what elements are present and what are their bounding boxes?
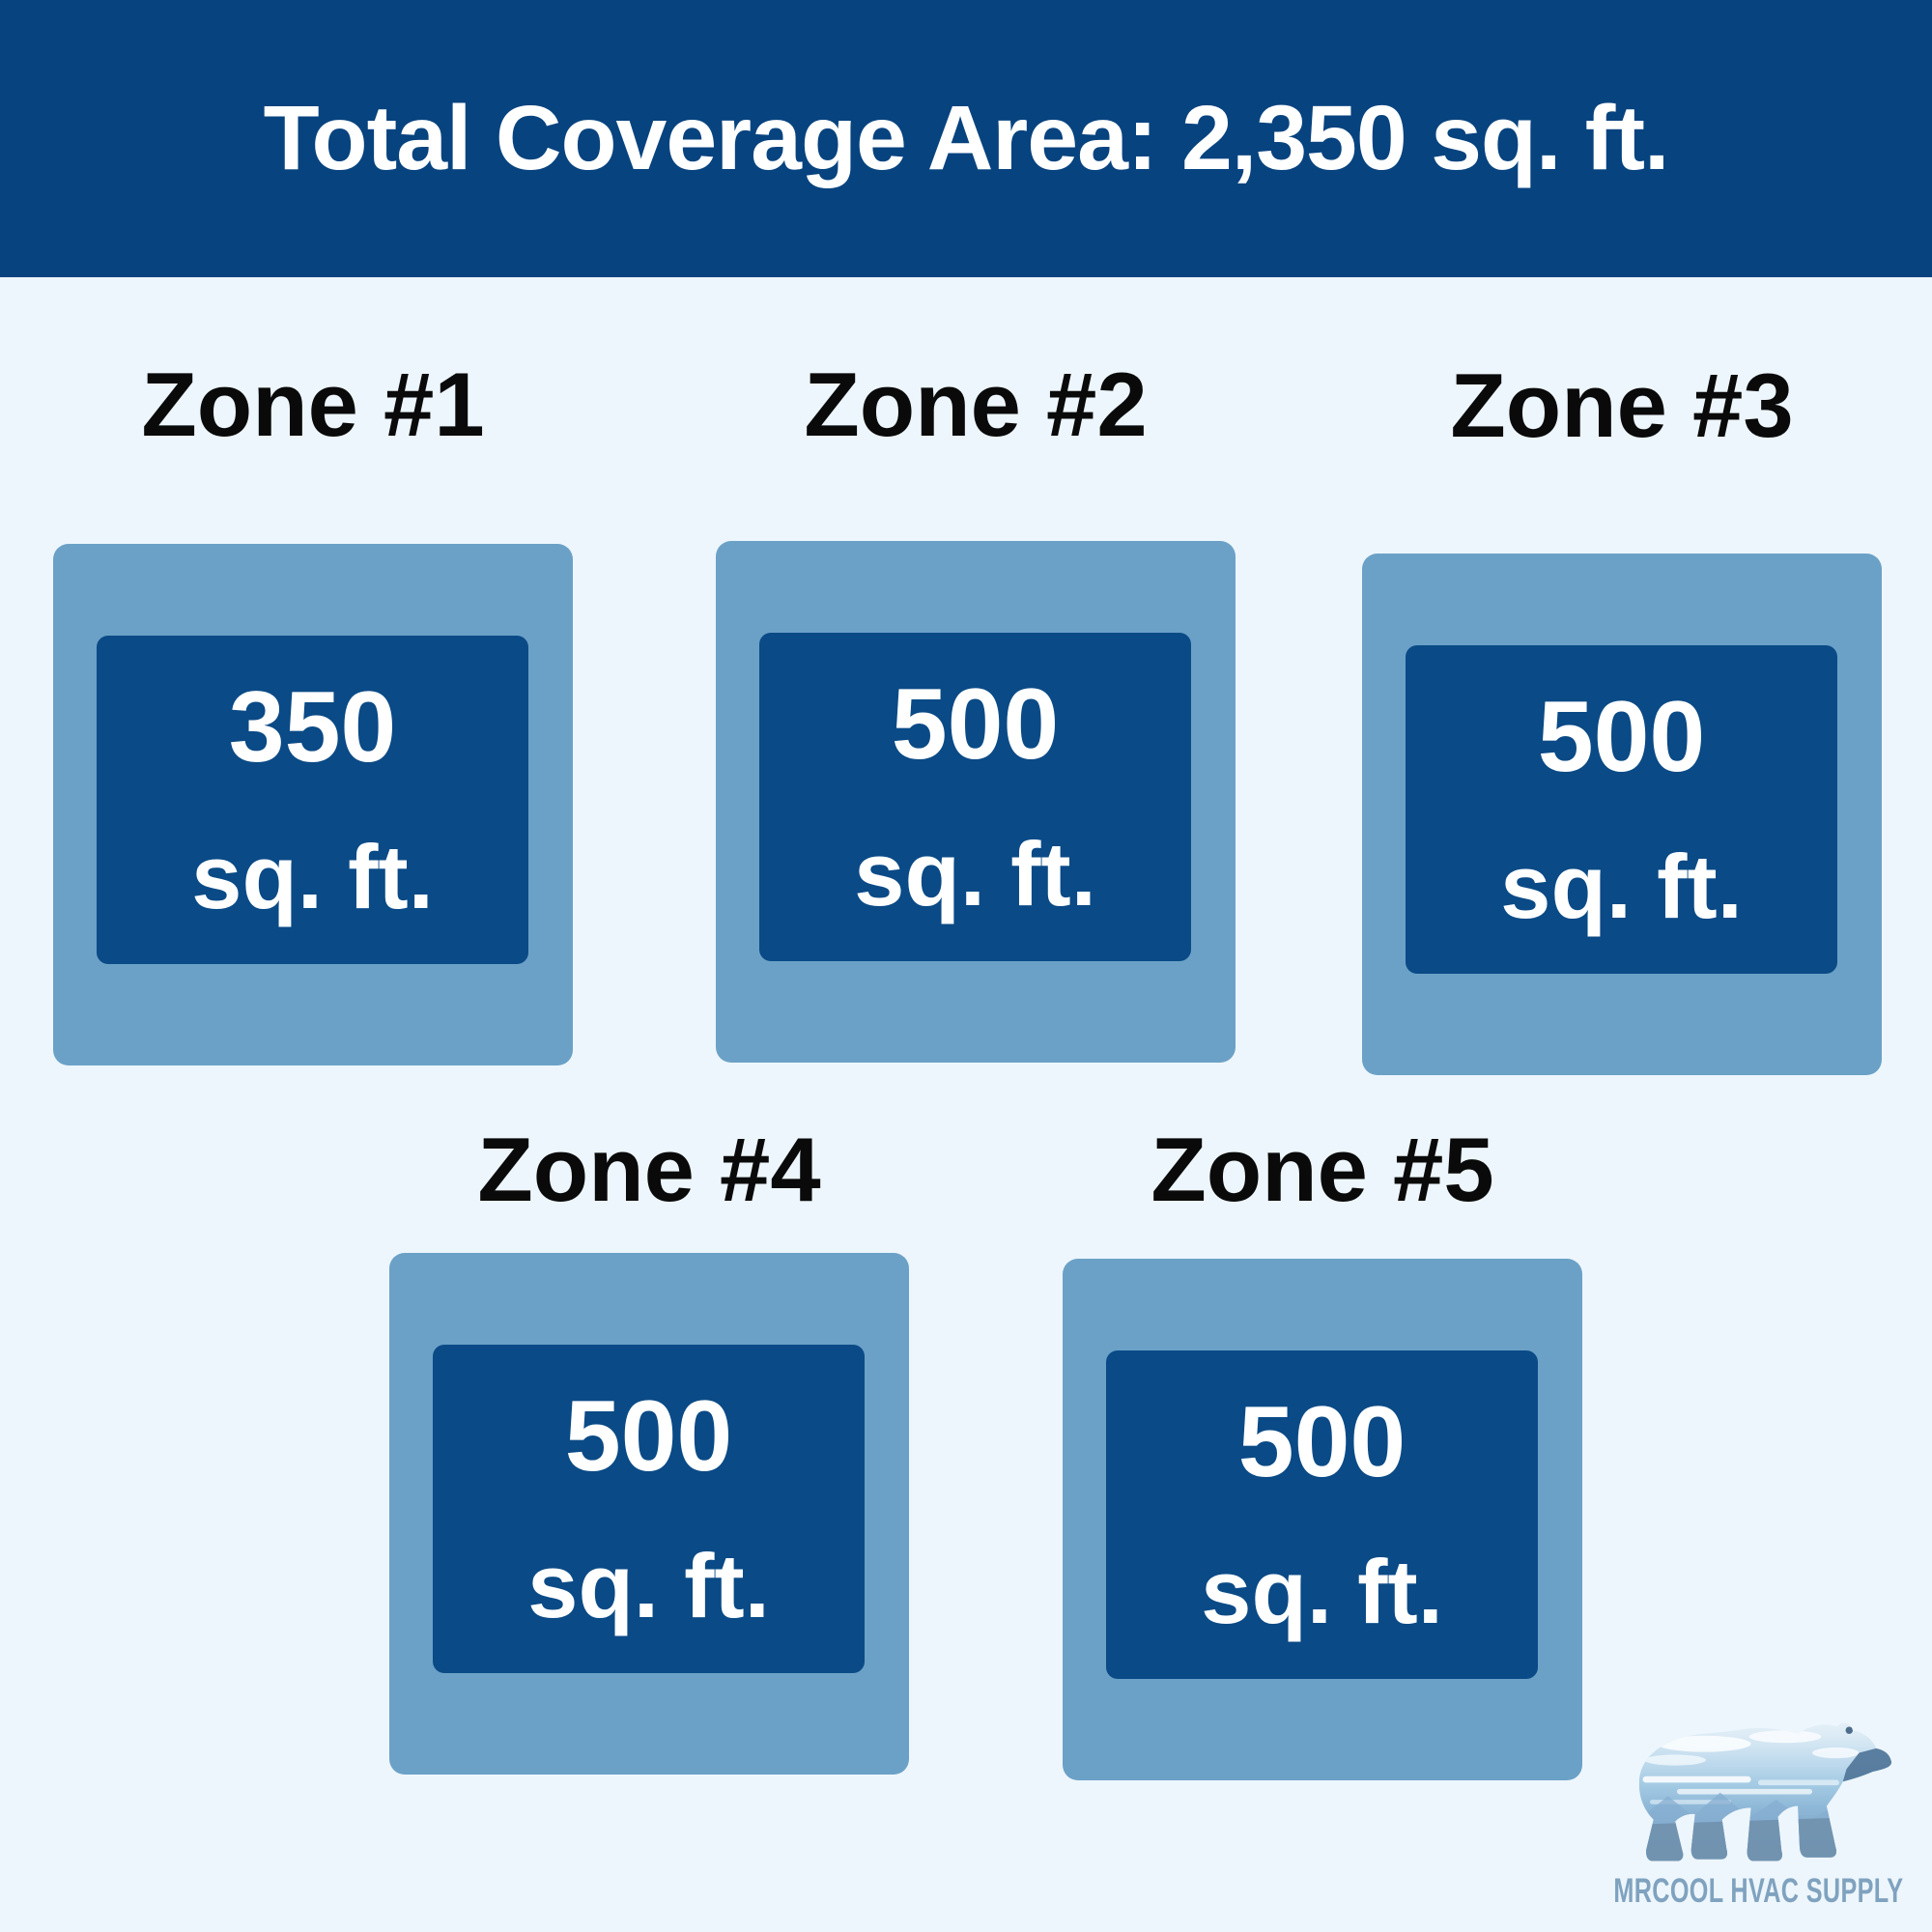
zone-1-unit: sq. ft. bbox=[191, 826, 434, 927]
zone-2-box: 500 sq. ft. bbox=[716, 541, 1236, 1063]
zone-4-label: Zone #4 bbox=[477, 1119, 821, 1220]
brand-logo: MRCOOL HVAC SUPPLY bbox=[1611, 1706, 1905, 1908]
zone-3-box: 500 sq. ft. bbox=[1362, 554, 1882, 1075]
zone-2-unit: sq. ft. bbox=[854, 823, 1096, 924]
zone-4-coverage: 500 sq. ft. bbox=[433, 1345, 865, 1673]
page-title: Total Coverage Area: 2,350 sq. ft. bbox=[263, 87, 1670, 189]
zone-1-coverage: 350 sq. ft. bbox=[97, 636, 528, 964]
zone-5-unit: sq. ft. bbox=[1201, 1541, 1443, 1642]
zone-1-value: 350 bbox=[228, 671, 397, 783]
zone-1-box: 350 sq. ft. bbox=[53, 544, 573, 1065]
zone-5-box: 500 sq. ft. bbox=[1063, 1259, 1582, 1780]
zone-2-label: Zone #2 bbox=[804, 354, 1148, 455]
zone-5-coverage: 500 sq. ft. bbox=[1106, 1350, 1538, 1679]
zone-4-unit: sq. ft. bbox=[527, 1535, 770, 1636]
brand-name: MRCOOL HVAC SUPPLY bbox=[1612, 1872, 1904, 1910]
zone-3-label: Zone #3 bbox=[1450, 355, 1794, 456]
zone-5-value: 500 bbox=[1237, 1386, 1406, 1498]
zone-4-box: 500 sq. ft. bbox=[389, 1253, 909, 1775]
zone-2-coverage: 500 sq. ft. bbox=[759, 633, 1191, 961]
zone-4-value: 500 bbox=[564, 1380, 733, 1492]
zone-1-label: Zone #1 bbox=[141, 354, 485, 455]
zone-2-value: 500 bbox=[891, 668, 1060, 781]
polar-bear-icon bbox=[1638, 1722, 1892, 1861]
zone-3-unit: sq. ft. bbox=[1500, 836, 1743, 937]
zone-3-coverage: 500 sq. ft. bbox=[1406, 645, 1837, 974]
zone-5-label: Zone #5 bbox=[1151, 1119, 1494, 1220]
header-banner: Total Coverage Area: 2,350 sq. ft. bbox=[0, 0, 1932, 277]
zone-3-value: 500 bbox=[1537, 681, 1706, 793]
